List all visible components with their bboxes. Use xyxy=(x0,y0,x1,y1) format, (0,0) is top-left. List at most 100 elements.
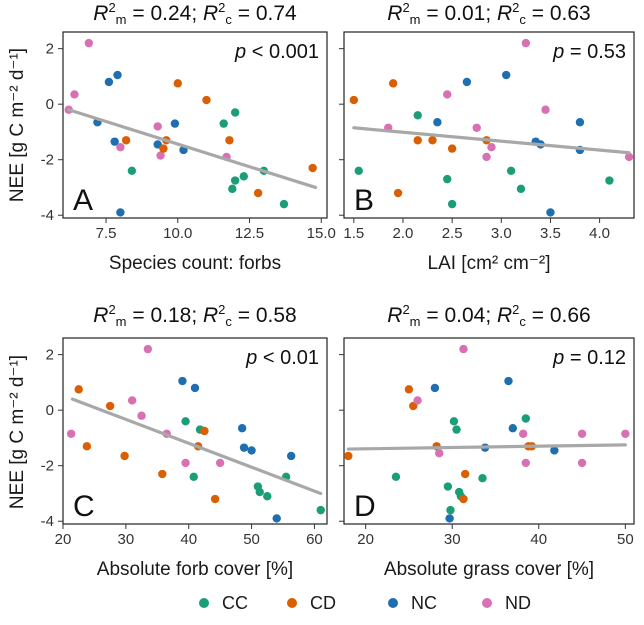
point-cd xyxy=(388,79,398,88)
x-tick-label: 2.0 xyxy=(393,225,414,242)
x-axis-title: LAI [cm² cm⁻²] xyxy=(428,253,551,274)
point-nd xyxy=(215,458,225,468)
point-nc xyxy=(430,383,440,393)
point-cc xyxy=(413,111,422,120)
x-tick-label: 10.0 xyxy=(163,225,192,242)
x-tick-label: 50 xyxy=(243,531,260,548)
y-tick-label: 2 xyxy=(46,347,54,364)
r2-label: R2m = 0.04; R2c = 0.66 xyxy=(387,302,590,329)
point-nd xyxy=(577,458,587,468)
point-cc xyxy=(230,176,240,185)
y-tick-label: -4 xyxy=(41,513,54,530)
point-nd xyxy=(435,449,444,458)
p-value-label: p = 0.12 xyxy=(552,347,626,369)
point-nc xyxy=(502,70,511,80)
x-tick-label: 40 xyxy=(180,531,197,548)
point-nd xyxy=(577,429,587,438)
y-tick-label: 0 xyxy=(46,402,54,419)
point-cc xyxy=(316,505,325,515)
point-nc xyxy=(575,118,585,127)
point-nd xyxy=(487,143,496,152)
r2-label: R2m = 0.01; R2c = 0.63 xyxy=(387,0,590,27)
legend-marker xyxy=(287,598,297,608)
point-cd xyxy=(74,385,83,394)
point-cc xyxy=(452,425,461,434)
point-cc xyxy=(189,472,198,482)
point-cc xyxy=(605,176,614,185)
point-nc xyxy=(110,137,119,146)
point-cc xyxy=(449,417,459,426)
p-value-label: p < 0.001 xyxy=(234,41,319,63)
point-nd xyxy=(541,105,550,114)
point-nc xyxy=(247,446,256,455)
point-cd xyxy=(82,442,92,451)
point-nd xyxy=(153,122,162,131)
point-cd xyxy=(210,494,220,504)
point-cd xyxy=(120,451,129,461)
point-cc xyxy=(228,184,237,194)
x-tick-label: 12.5 xyxy=(235,225,264,242)
point-cc xyxy=(446,505,455,515)
point-cd xyxy=(393,188,403,198)
panel-letter: B xyxy=(354,184,374,217)
point-cd xyxy=(344,451,353,461)
trend-line xyxy=(70,397,323,496)
point-nd xyxy=(84,38,94,48)
trend-line xyxy=(67,108,318,190)
x-tick-label: 2.5 xyxy=(442,225,463,242)
point-cd xyxy=(200,426,209,436)
point-cd xyxy=(447,144,457,153)
point-cd xyxy=(225,136,234,145)
panel-frame xyxy=(62,337,328,525)
legend-label: CC xyxy=(222,593,248,613)
legend-label: ND xyxy=(505,593,531,613)
point-cc xyxy=(443,174,452,184)
point-cd xyxy=(202,95,211,105)
x-tick-label: 20 xyxy=(55,531,72,548)
point-nc xyxy=(508,424,518,433)
point-nd xyxy=(137,411,146,420)
point-nc xyxy=(445,514,454,523)
y-tick-label: -4 xyxy=(41,207,54,224)
panel-b: 1.5 2.0 2.5 3.0 3.5 4.0 Bp = 0.53 R2m = 0.01; R… xyxy=(339,0,635,274)
y-tick-label: 0 xyxy=(46,96,54,113)
legend-item-nc: NC xyxy=(388,593,437,613)
legend-label: NC xyxy=(411,593,437,613)
y-tick-label: -2 xyxy=(41,152,54,169)
panel-frame xyxy=(343,31,635,219)
point-nd xyxy=(70,90,79,99)
point-nd xyxy=(181,458,190,468)
trend-line xyxy=(346,443,627,451)
point-cc xyxy=(263,492,272,501)
point-cc xyxy=(516,184,526,194)
legend-marker xyxy=(482,598,492,608)
panel-letter: D xyxy=(354,490,376,523)
trend-line xyxy=(352,126,631,155)
x-axis-title: Species count: forbs xyxy=(109,253,281,274)
legend-label: CD xyxy=(310,593,336,613)
point-cd xyxy=(173,79,182,88)
y-tick-label: -2 xyxy=(41,458,54,475)
point-nc xyxy=(190,383,200,393)
y-tick-label: 2 xyxy=(46,41,54,58)
point-nd xyxy=(413,396,422,405)
point-nc xyxy=(504,376,513,386)
point-nd xyxy=(521,38,531,48)
point-cd xyxy=(158,469,167,479)
panel-letter: C xyxy=(73,490,95,523)
point-nc xyxy=(286,451,296,461)
point-cd xyxy=(428,136,437,145)
point-cd xyxy=(460,469,470,479)
y-axis-title: NEE [g C m⁻² d⁻¹] xyxy=(7,48,28,202)
point-cd xyxy=(404,385,414,394)
point-nd xyxy=(116,143,125,152)
panel-a: 7.5 10.0 12.5 15.0 -4 -2 0 2 Ap < 0.001 R2m = 0.2… xyxy=(41,0,336,274)
panel-frame xyxy=(343,337,635,525)
point-cd xyxy=(159,144,168,153)
point-nd xyxy=(482,152,491,162)
legend-item-cc: CC xyxy=(199,593,248,613)
point-nc xyxy=(178,376,187,386)
point-nc xyxy=(550,446,559,455)
legend: CC CD NC ND xyxy=(199,593,531,613)
x-tick-label: 60 xyxy=(306,531,323,548)
